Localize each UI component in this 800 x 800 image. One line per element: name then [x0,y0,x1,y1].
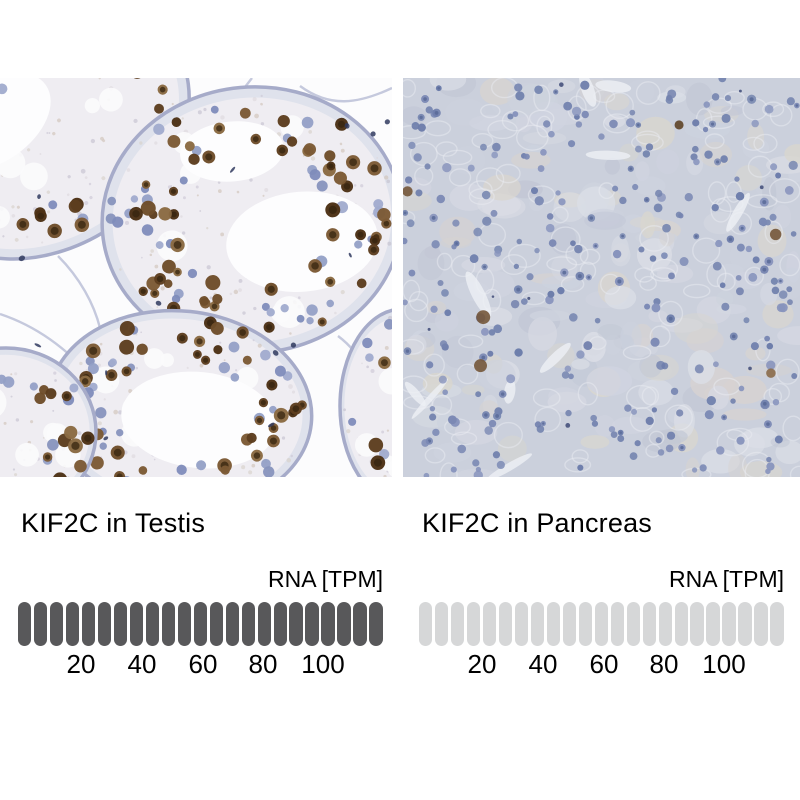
rna-tpm-label: RNA [TPM] [668,566,784,592]
rna-tpm-label: RNA [TPM] [267,566,383,592]
tpm-pill [369,602,383,646]
tpm-pill [129,602,144,646]
axis-tick: 100 [301,649,345,679]
tpm-gauge-pancreas: RNA [TPM] 20 40 60 80 100 [419,566,784,680]
tpm-pill [610,602,625,646]
axis-tick: 60 [589,649,619,679]
tpm-axis: 20 40 60 80 100 [419,650,784,680]
tpm-pill [161,602,176,646]
tpm-pill [289,602,303,646]
tpm-pill [722,602,736,646]
tpm-pill [81,602,96,646]
axis-tick: 40 [127,649,157,679]
tpm-pill [626,602,640,646]
tpm-gauge-bar [419,602,784,646]
tpm-pill [225,602,239,646]
tpm-gauge-bar [18,602,383,646]
tpm-pill [97,602,112,646]
axis-tick: 20 [467,649,497,679]
tpm-pill [337,602,351,646]
tpm-pill [257,602,271,646]
tpm-pill [546,602,561,646]
tpm-pill [241,602,255,646]
axis-tick: 80 [649,649,679,679]
tpm-pill [145,602,160,646]
tpm-pill [113,602,128,646]
tpm-pill [33,602,48,646]
tpm-pill [466,602,481,646]
tpm-pill [450,602,465,646]
tpm-axis: 20 40 60 80 100 [18,650,383,680]
axis-tick: 80 [248,649,278,679]
tpm-pill [177,602,192,646]
tpm-pill [530,602,545,646]
tpm-pill [193,602,208,646]
tpm-pill [482,602,497,646]
axis-tick: 20 [66,649,96,679]
axis-tick: 100 [702,649,746,679]
tpm-pill [562,602,577,646]
tpm-pill [594,602,609,646]
tpm-pill [321,602,335,646]
tpm-pill [642,602,656,646]
pancreas-ihc-micrograph [403,78,800,477]
tpm-pill [754,602,768,646]
tpm-pill [498,602,513,646]
tpm-pill [434,602,449,646]
tpm-pill [514,602,529,646]
tpm-pill [658,602,672,646]
tpm-pill [18,602,32,646]
axis-tick: 60 [188,649,218,679]
tpm-pill [706,602,720,646]
panel-title-pancreas: KIF2C in Pancreas [422,508,652,538]
tpm-pill [273,602,287,646]
tpm-pill [353,602,367,646]
axis-tick: 40 [528,649,558,679]
tpm-pill [690,602,704,646]
panel-title-testis: KIF2C in Testis [21,508,206,538]
tpm-pill [770,602,784,646]
tpm-pill [738,602,752,646]
tpm-pill [674,602,688,646]
tpm-pill [578,602,593,646]
tpm-pill [209,602,224,646]
tpm-pill [65,602,80,646]
testis-ihc-micrograph [0,78,392,477]
tpm-gauge-testis: RNA [TPM] 20 40 60 80 100 [18,566,383,680]
testis-ihc-canvas [0,78,392,477]
pancreas-ihc-canvas [403,78,800,477]
tpm-pill [305,602,319,646]
tpm-pill [419,602,433,646]
tpm-pill [49,602,64,646]
